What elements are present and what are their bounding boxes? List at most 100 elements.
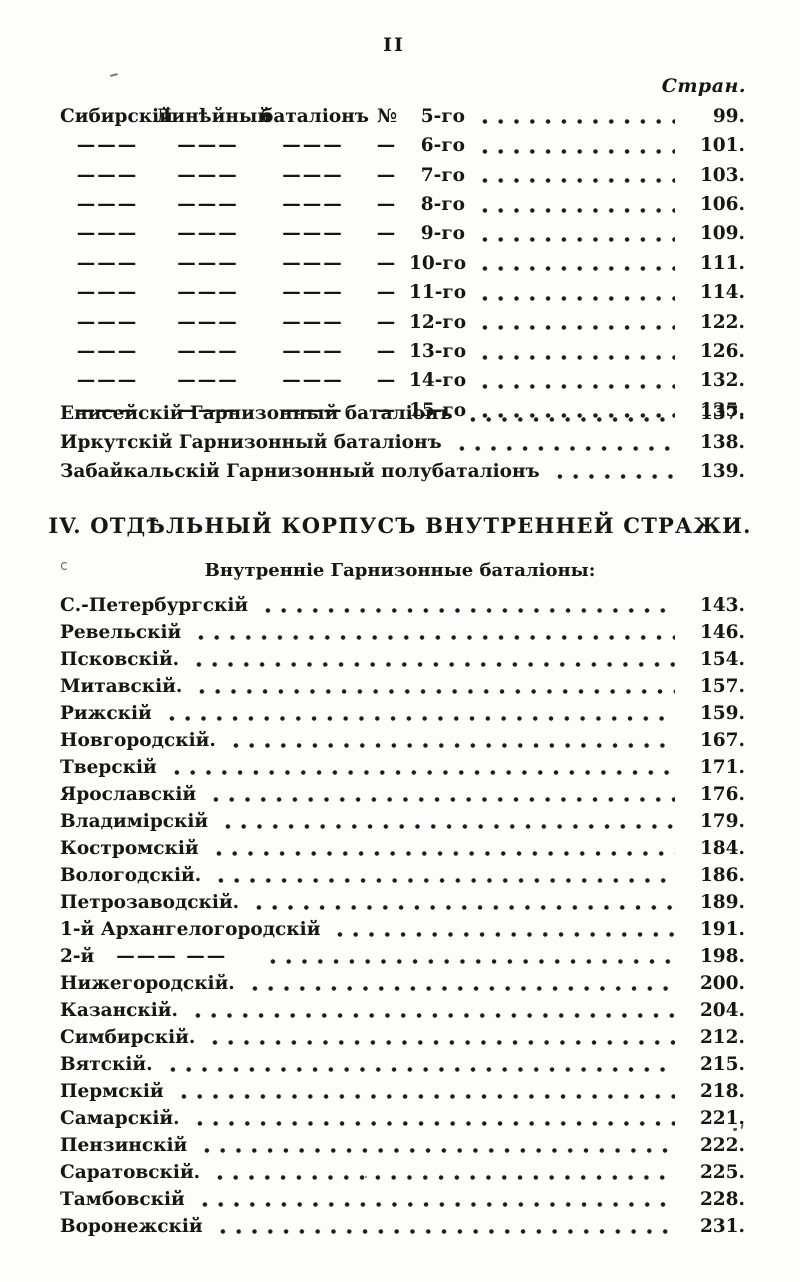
toc-row: ——— ——— ——— — 6-го 101. [60,126,745,155]
toc-row: Забайкальскій Гарнизонный полубаталіонъ … [60,453,745,482]
entry-label: Тамбовскій [60,1188,185,1210]
page-number-cell: 225. [699,1161,745,1183]
page-number-cell: 231. [699,1215,745,1237]
toc-row: Воронежскій 231. [60,1209,745,1236]
entry-label: Владимірскій [60,810,209,832]
number-sign-cell: — [376,311,398,333]
dot-leader [164,1067,675,1072]
page-column-header: Стран. [661,75,746,97]
toc-row: Ярославскій 176. [60,777,745,804]
unit-name-cell: Сибирскій [60,105,173,127]
dot-leader [477,325,675,331]
unit-kind-cell: ——— [282,341,344,363]
toc-row: С.-Петербургскій 143. [60,588,745,615]
unit-type-cell: ——— [177,135,239,157]
unit-kind-cell: ——— [282,399,344,421]
unit-name-cell: ——— [76,164,139,186]
toc-row: Псковскій. 154. [60,642,745,669]
dot-leader [196,1202,675,1207]
toc-row: ——— ——— ——— — 15-го 135. [60,391,745,420]
entry-label: 1-й Архангелогородскій [60,918,321,940]
toc-row: Вологодскій. 186. [60,858,745,885]
unit-type-cell: ——— [177,399,239,421]
unit-type-cell: ——— [177,194,239,216]
dot-leader [189,1013,675,1018]
scan-artifact [61,562,68,570]
scan-artifact [109,73,119,77]
page-number-cell: 184. [699,837,745,859]
toc-row: Казанскій. 204. [60,993,745,1020]
toc-row: ——— ——— ——— — 7-го 103. [60,156,745,185]
unit-type-cell: ——— [177,341,239,363]
page-number-cell: 103. [699,164,745,186]
dot-leader [551,474,675,480]
entry-label: Нижегородскій. [60,972,235,994]
page-number-cell: 191. [699,918,745,940]
number-sign-cell: — [376,341,398,363]
scan-artifact [365,1176,367,1178]
entry-label: Псковскій. [60,648,180,670]
dot-leader [251,905,675,910]
ordinal-cell: 15-го [409,399,467,421]
page-number-cell: 109. [699,223,745,245]
toc-row: Пензинскій 222. [60,1128,745,1155]
dot-leader [194,689,675,694]
page-number-cell: 99. [712,105,745,127]
toc-row: Иркутскій Гарнизонный баталіонъ 138. [60,424,745,453]
page-number-cell: 167. [699,729,745,751]
entry-label: Митавскій. [60,675,183,697]
siberian-line-battalions-table: Сибирскій Линѣйный баталіонъ № 5-го 99. … [60,97,745,420]
unit-name-cell: ——— [76,399,139,421]
dot-leader [477,266,675,272]
page-number-cell: 212. [699,1026,745,1048]
toc-row: Рижскій 159. [60,696,745,723]
number-sign-cell: — [376,370,398,392]
toc-row: Сибирскій Линѣйный баталіонъ № 5-го 99. [60,97,745,126]
toc-row: Тамбовскій 228. [60,1182,745,1209]
entry-label: 2-й [60,945,95,967]
section-heading: IV. ОТДѢЛЬНЫЙ КОРПУСЪ ВНУТРЕННЕЙ СТРАЖИ. [48,513,752,538]
entry-label: Симбирскій. [60,1026,196,1048]
entry-label: Тверскій [60,756,157,778]
unit-name-cell: ——— [76,282,139,304]
dot-leader [214,1229,675,1234]
unit-kind-cell: ——— [282,223,344,245]
toc-row: Пермскій 218. [60,1074,745,1101]
entry-label: Пермскій [60,1080,164,1102]
number-sign-cell: — [376,135,398,157]
page-number-cell: 179. [699,810,745,832]
unit-type-cell: ——— [177,282,239,304]
ordinal-cell: 5-го [420,105,465,127]
toc-row: Петрозаводскій. 189. [60,885,745,912]
dot-leader [208,797,675,802]
dot-leader [477,354,675,360]
entry-label: Казанскій. [60,999,178,1021]
unit-kind-cell: ——— [282,135,344,157]
entry-label: Енисейскій Гарнизонный баталіонъ [60,403,453,425]
dot-leader [453,445,675,451]
page-number-cell: 101. [699,135,745,157]
toc-row: Нижегородскій. 200. [60,966,745,993]
dot-leader [193,635,675,640]
page-number-cell: 186. [699,864,745,886]
dot-leader [175,1094,675,1099]
ordinal-cell: 7-го [420,164,465,186]
number-sign-cell: № [376,105,398,127]
entry-label: Иркутскій Гарнизонный баталіонъ [60,432,442,454]
page-number-cell: 222. [699,1134,745,1156]
page-number-cell: 198. [699,945,745,967]
ordinal-cell: 6-го [420,135,465,157]
page-number-cell: 106. [699,194,745,216]
unit-type-cell: ——— [177,252,239,274]
internal-garrison-battalions-list: С.-Петербургскій 143. Ревельскій 146. Пс… [60,588,745,1236]
unit-kind-cell: баталіонъ [261,105,369,127]
toc-row: Костромскій 184. [60,831,745,858]
dot-leader [191,662,675,667]
page-number-cell: 218. [699,1080,745,1102]
dot-leader [332,932,675,937]
page-number-cell: 221. [699,1107,745,1129]
unit-type-cell: Линѣйный [155,105,272,127]
unit-type-cell: ——— [177,370,239,392]
entry-label: Забайкальскій Гарнизонный полубаталіонъ [60,460,540,482]
page-number-cell: 139. [699,460,745,482]
